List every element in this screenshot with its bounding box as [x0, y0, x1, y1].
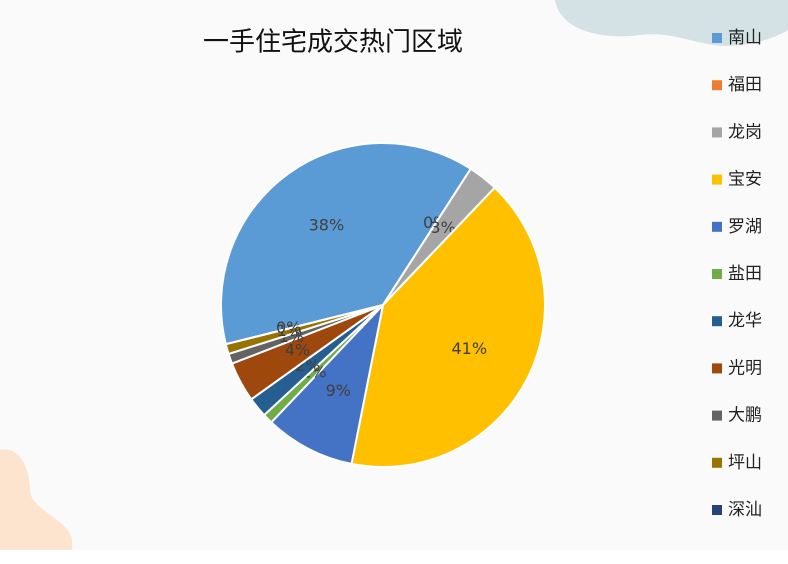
legend-swatch	[712, 174, 722, 185]
pie-slice	[220, 142, 473, 346]
legend-label: 龙岗	[728, 122, 762, 142]
legend-label: 光明	[728, 358, 762, 378]
legend-swatch	[712, 80, 722, 91]
data-label: 9%	[326, 381, 351, 400]
legend-label: 福田	[728, 75, 762, 95]
data-label: 4%	[285, 341, 310, 360]
legend-swatch	[712, 505, 722, 515]
legend-swatch	[712, 221, 722, 232]
legend-label: 大鹏	[728, 406, 762, 426]
legend-swatch	[712, 33, 722, 43]
legend-swatch	[712, 457, 722, 468]
decoration	[555, 0, 788, 46]
legend-swatch	[712, 127, 722, 138]
data-label: 3%	[430, 218, 455, 237]
legend-label: 深汕	[728, 500, 762, 520]
legend-swatch	[712, 410, 722, 421]
legend-label: 盐田	[728, 264, 762, 284]
legend-swatch	[712, 269, 722, 279]
data-label: 38%	[309, 215, 345, 234]
legend-label: 坪山	[728, 453, 762, 473]
data-label: 41%	[452, 339, 488, 358]
pie-slice	[269, 301, 385, 466]
legend-swatch	[712, 363, 722, 374]
legend-label: 宝安	[728, 170, 762, 190]
pie-slice	[350, 186, 546, 468]
legend-swatch	[712, 316, 722, 327]
data-label: 0%	[276, 318, 301, 337]
legend-label: 南山	[728, 28, 762, 48]
chart-title: 一手住宅成交热门区域	[203, 28, 463, 58]
pie-slice	[224, 304, 384, 356]
decoration	[0, 449, 72, 550]
legend-label: 龙华	[728, 311, 762, 331]
legend-label: 罗湖	[728, 217, 762, 237]
